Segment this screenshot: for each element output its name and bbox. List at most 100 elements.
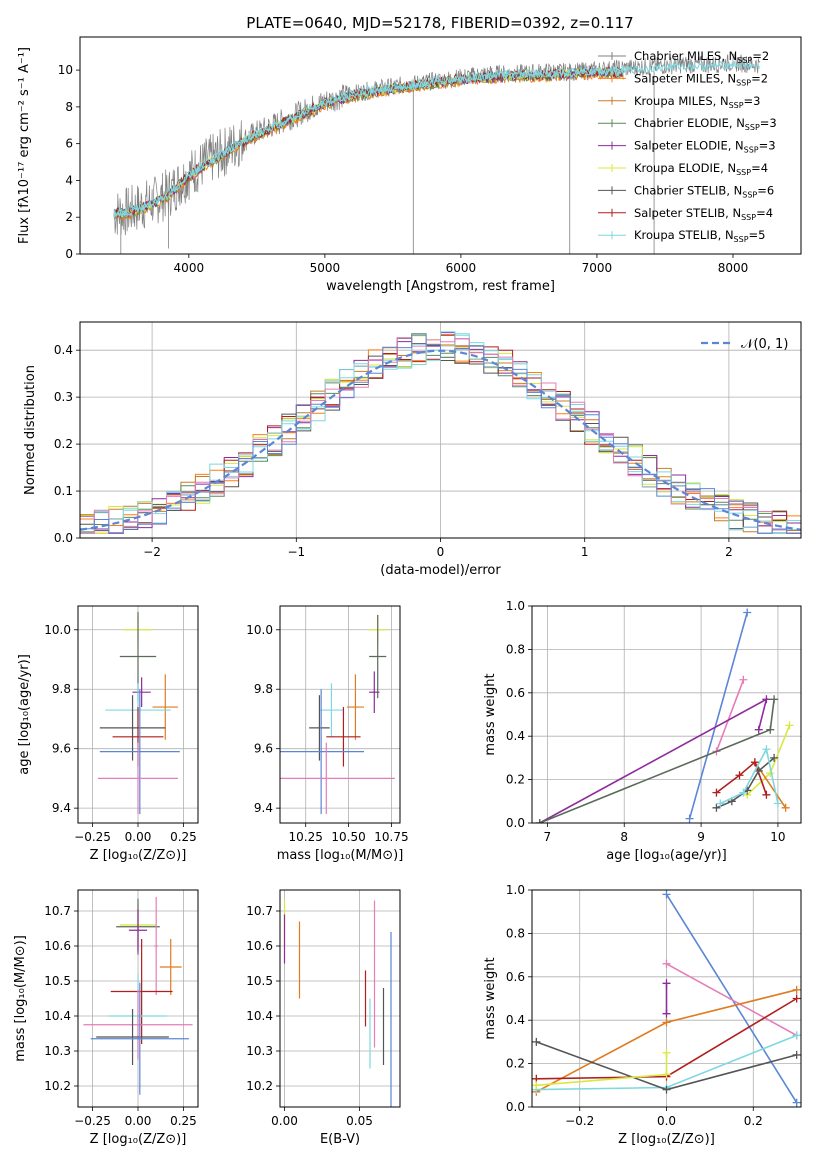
x-tick-label: 0.00 bbox=[125, 1114, 152, 1128]
plot-frame bbox=[79, 321, 802, 539]
errorbars bbox=[280, 614, 395, 815]
legend-label: Kroupa MILES, NSSP=3 bbox=[634, 94, 761, 110]
x-axis-label: wavelength [Angstrom, rest frame] bbox=[326, 279, 555, 294]
legend-label: Chabrier MILES, NSSP=2 bbox=[634, 49, 769, 65]
x-tick-label: 10.50 bbox=[331, 830, 365, 844]
weight-line bbox=[665, 893, 798, 1104]
x-tick-label: 8000 bbox=[718, 261, 749, 275]
y-tick-label: 1.0 bbox=[506, 599, 525, 613]
y-tick-label: 0.1 bbox=[54, 484, 73, 498]
x-tick-label: 10 bbox=[770, 830, 785, 844]
x-tick-label: 7 bbox=[544, 830, 552, 844]
weight-line bbox=[716, 760, 768, 796]
y-tick-label: 1.0 bbox=[506, 883, 525, 897]
panel-residuals: −2 −1 0 1 2 0.0 0.1 0.2 0.3 0.4 (data-model)/error… bbox=[23, 321, 802, 578]
weight-point bbox=[662, 979, 671, 988]
y-axis-label: mass weight bbox=[483, 673, 498, 755]
x-tick-label: −2 bbox=[143, 545, 161, 559]
x-axis-label: Z [log₁₀(Z/Z⊙)] bbox=[618, 1132, 715, 1147]
x-axis-label: age [log₁₀(age/yr)] bbox=[606, 848, 727, 863]
y-tick-label: 9.4 bbox=[254, 801, 273, 815]
legend-val: =6 bbox=[757, 183, 774, 197]
plot-frame bbox=[79, 36, 802, 255]
y-tick-label: 0.0 bbox=[54, 531, 73, 545]
weight-point bbox=[735, 771, 744, 780]
weight-point bbox=[685, 814, 694, 823]
x-tick-label: 4000 bbox=[174, 261, 205, 275]
weight-point bbox=[762, 745, 771, 754]
x-axis-label: mass [log₁₀(M/M⊙)] bbox=[277, 848, 404, 863]
weight-point bbox=[743, 608, 752, 617]
legend-label: Chabrier ELODIE, NSSP=3 bbox=[634, 116, 777, 132]
weight-point bbox=[792, 994, 801, 1003]
weight-point bbox=[662, 959, 671, 968]
y-tick-label: 0.4 bbox=[54, 343, 73, 357]
legend-sub: SSP bbox=[737, 56, 752, 65]
weight-point bbox=[712, 803, 721, 812]
weight-point bbox=[781, 803, 790, 812]
legend-label: 𝒩(0, 1) bbox=[741, 337, 788, 352]
weight-point bbox=[750, 758, 759, 767]
weight-point bbox=[532, 1081, 541, 1090]
legend-n: N bbox=[727, 71, 736, 85]
x-tick-label: 10.75 bbox=[374, 830, 408, 844]
x-tick-label: 5000 bbox=[310, 261, 341, 275]
plot-frame bbox=[77, 889, 199, 1108]
weight-point bbox=[773, 799, 782, 808]
weight-point bbox=[662, 1048, 671, 1057]
weight-point bbox=[739, 675, 748, 684]
legend-sub: SSP bbox=[729, 101, 744, 110]
y-tick-label: 10.6 bbox=[246, 939, 273, 953]
y-tick-label: 10.5 bbox=[44, 974, 71, 988]
legend-val: =3 bbox=[744, 94, 761, 108]
legend-label: Salpeter STELIB, NSSP=4 bbox=[634, 206, 773, 222]
legend-sub: SSP bbox=[741, 213, 756, 222]
panel-mass_vs_EBV: 0.00 0.05 10.2 10.3 10.4 10.5 10.6 10.7 E(B-V) bbox=[246, 889, 401, 1147]
errorbars bbox=[283, 900, 392, 1107]
y-axis-label: age [log₁₀(age/yr)] bbox=[17, 654, 32, 775]
y-tick-label: 10.2 bbox=[44, 1079, 71, 1093]
x-tick-label: 0.0 bbox=[657, 1114, 676, 1128]
y-tick-label: 0.0 bbox=[506, 1100, 525, 1114]
weight-point bbox=[662, 1070, 671, 1079]
legend-sub: SSP bbox=[745, 123, 760, 132]
panel-weight_vs_age: 7 8 9 10 0.0 0.2 0.4 0.6 0.8 1.0 age [log₁₀(age/yr… bbox=[483, 599, 802, 863]
legend-val: =5 bbox=[749, 228, 766, 242]
x-tick-label: 1 bbox=[581, 545, 589, 559]
x-tick-label: 0.00 bbox=[125, 830, 152, 844]
y-tick-label: 9.6 bbox=[52, 742, 71, 756]
x-tick-label: −1 bbox=[287, 545, 305, 559]
y-tick-label: 10.4 bbox=[246, 1009, 273, 1023]
x-axis-label: Z [log₁₀(Z/Z⊙)] bbox=[90, 1132, 187, 1147]
weight-point bbox=[712, 788, 721, 797]
legend-n: N bbox=[727, 161, 736, 175]
x-tick-label: −0.25 bbox=[74, 830, 111, 844]
weight-point bbox=[754, 766, 763, 775]
errorbars bbox=[83, 897, 193, 1095]
x-tick-label: −0.25 bbox=[74, 1114, 111, 1128]
weight-point bbox=[770, 695, 779, 704]
legend-n: N bbox=[732, 206, 741, 220]
y-tick-label: 0 bbox=[65, 247, 73, 261]
weight-lines bbox=[532, 890, 801, 1107]
plot-frame bbox=[531, 605, 802, 824]
y-tick-label: 10 bbox=[58, 63, 73, 77]
x-tick-label: 0.00 bbox=[271, 1114, 298, 1128]
model-spectrum-line bbox=[113, 65, 624, 217]
weight-point bbox=[762, 790, 771, 799]
y-tick-label: 0.2 bbox=[506, 1057, 525, 1071]
y-tick-label: 6 bbox=[65, 137, 73, 151]
legend-val: =2 bbox=[751, 71, 768, 85]
x-tick-label: 9 bbox=[697, 830, 705, 844]
legend-label: Kroupa ELODIE, NSSP=4 bbox=[634, 161, 768, 177]
weight-line bbox=[715, 679, 745, 752]
y-tick-label: 0.3 bbox=[54, 390, 73, 404]
plot-frame bbox=[279, 605, 401, 824]
legend-sub: SSP bbox=[744, 146, 759, 155]
legend-n: N bbox=[734, 183, 743, 197]
y-tick-label: 10.3 bbox=[246, 1044, 273, 1058]
y-tick-label: 10.7 bbox=[246, 904, 273, 918]
x-tick-label: 0.25 bbox=[170, 830, 197, 844]
weight-point bbox=[792, 1098, 801, 1107]
weight-lines bbox=[535, 608, 794, 823]
